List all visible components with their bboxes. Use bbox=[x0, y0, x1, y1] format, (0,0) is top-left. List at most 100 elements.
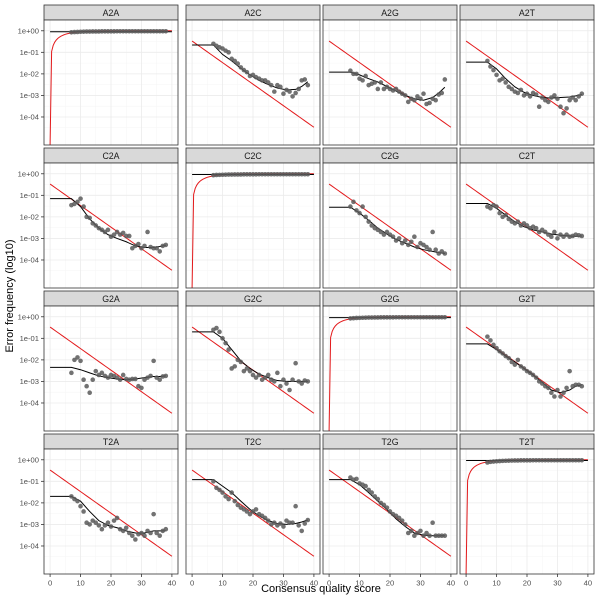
observed-error-point bbox=[99, 526, 105, 532]
observed-error-point bbox=[570, 95, 575, 100]
observed-error-point bbox=[293, 503, 298, 509]
observed-error-point bbox=[494, 72, 499, 78]
observed-error-point bbox=[253, 375, 259, 380]
facet-panel-t2a: T2A bbox=[43, 433, 179, 575]
observed-error-point bbox=[503, 80, 508, 85]
observed-error-point bbox=[351, 199, 356, 205]
observed-error-point bbox=[142, 533, 147, 538]
observed-error-point bbox=[558, 104, 563, 109]
observed-error-point bbox=[378, 80, 384, 85]
observed-error-point bbox=[220, 490, 225, 495]
panel-border bbox=[322, 305, 458, 432]
observed-error-point bbox=[229, 490, 234, 495]
y-axis-ticks: 1e+00 1e-01 1e-02 1e-03 1e-04 1e+00 1e-01 1e-02… bbox=[18, 26, 44, 551]
y-tick-label: 1e+00 bbox=[18, 26, 39, 35]
x-tick-label: 0 bbox=[48, 579, 52, 588]
panel-border bbox=[43, 305, 179, 432]
observed-error-point bbox=[157, 249, 163, 254]
observed-error-point bbox=[427, 100, 432, 106]
facet-panel-a2t: A2T bbox=[459, 4, 595, 146]
x-axis-title: Consensus quality score bbox=[261, 583, 381, 595]
y-tick-label: 1e-02 bbox=[20, 498, 39, 507]
observed-error-point bbox=[90, 377, 96, 383]
observed-error-point bbox=[157, 377, 163, 383]
panel-border bbox=[185, 19, 321, 146]
observed-error-point bbox=[418, 96, 423, 102]
observed-error-point bbox=[442, 533, 448, 538]
nominal-error-line bbox=[49, 469, 173, 557]
observed-error-point bbox=[409, 239, 414, 245]
facet-panel-a2a: A2A bbox=[43, 4, 179, 146]
nominal-error-line bbox=[49, 326, 173, 414]
facet-strip-label: T2C bbox=[245, 437, 262, 447]
observed-error-point bbox=[226, 50, 231, 55]
observed-error-point bbox=[238, 359, 244, 365]
x-tick-label: 10 bbox=[355, 579, 363, 588]
observed-error-point bbox=[494, 345, 499, 351]
observed-error-point bbox=[506, 355, 512, 361]
facet-strip-label: C2G bbox=[381, 151, 399, 161]
observed-error-point bbox=[354, 71, 359, 77]
facet-strip-label: A2A bbox=[103, 8, 120, 18]
observed-error-point bbox=[384, 229, 390, 235]
observed-error-point bbox=[272, 379, 277, 384]
observed-error-point bbox=[433, 97, 438, 103]
observed-error-point bbox=[148, 373, 153, 379]
panel-border bbox=[185, 162, 321, 289]
facet-panel-t2c: T2C bbox=[185, 433, 321, 575]
facet-panel-c2g: C2G bbox=[322, 147, 458, 289]
y-tick-label: 1e-01 bbox=[20, 477, 39, 486]
observed-error-point bbox=[439, 90, 445, 96]
observed-error-point bbox=[126, 530, 132, 536]
observed-error-point bbox=[72, 357, 77, 363]
observed-error-point bbox=[366, 487, 371, 493]
observed-error-point bbox=[564, 106, 569, 111]
observed-error-point bbox=[290, 377, 295, 383]
observed-error-point bbox=[372, 494, 378, 499]
observed-error-point bbox=[378, 229, 384, 235]
observed-error-point bbox=[442, 314, 448, 320]
observed-error-point bbox=[396, 515, 402, 521]
observed-error-point bbox=[214, 325, 219, 331]
observed-error-point bbox=[509, 86, 515, 92]
observed-error-point bbox=[142, 243, 147, 249]
observed-error-point bbox=[402, 238, 408, 243]
observed-error-point bbox=[93, 520, 99, 526]
observed-error-point bbox=[81, 377, 86, 383]
observed-error-point bbox=[278, 521, 283, 526]
observed-error-point bbox=[220, 336, 225, 341]
observed-error-point bbox=[299, 381, 305, 386]
panel-border bbox=[459, 305, 595, 432]
observed-error-point bbox=[232, 364, 238, 369]
observed-error-point bbox=[579, 457, 585, 463]
observed-error-point bbox=[75, 355, 80, 360]
y-tick-label: 1e-04 bbox=[20, 256, 39, 265]
observed-error-point bbox=[299, 528, 305, 534]
observed-error-point bbox=[120, 528, 126, 534]
observed-error-point bbox=[275, 370, 280, 376]
observed-error-point bbox=[546, 99, 551, 105]
observed-error-point bbox=[223, 494, 228, 499]
panel-border bbox=[459, 19, 595, 146]
observed-error-point bbox=[369, 223, 375, 228]
observed-error-point bbox=[488, 64, 493, 69]
observed-error-point bbox=[256, 372, 262, 378]
observed-error-point bbox=[69, 494, 74, 499]
observed-error-point bbox=[133, 376, 138, 382]
observed-error-point bbox=[223, 340, 228, 346]
observed-error-point bbox=[96, 523, 102, 528]
observed-error-point bbox=[357, 210, 362, 216]
facet-strip-label: T2A bbox=[103, 437, 119, 447]
observed-error-point bbox=[265, 372, 271, 378]
observed-error-point bbox=[272, 89, 277, 94]
observed-error-point bbox=[387, 509, 393, 514]
observed-error-point bbox=[521, 366, 527, 371]
observed-error-point bbox=[564, 385, 569, 391]
x-tick-label: 0 bbox=[327, 579, 331, 588]
panel-border bbox=[185, 305, 321, 432]
observed-error-point bbox=[533, 225, 539, 231]
observed-error-point bbox=[418, 528, 423, 534]
observed-error-point bbox=[305, 82, 311, 88]
observed-error-point bbox=[293, 360, 298, 366]
